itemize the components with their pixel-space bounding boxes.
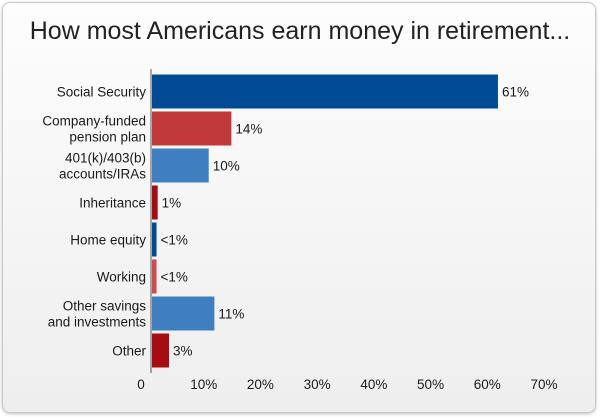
x-tick-label: 60% <box>474 377 501 392</box>
category-label: pension plan <box>69 130 146 145</box>
chart-title: How most Americans earn money in retirem… <box>29 17 571 45</box>
bar <box>152 259 157 294</box>
value-label: 11% <box>218 307 244 322</box>
x-tick-label: 20% <box>247 377 274 392</box>
category-label: Other <box>112 344 146 359</box>
value-label: 1% <box>162 196 182 211</box>
bar <box>152 296 215 331</box>
x-tick-label: 50% <box>417 377 444 392</box>
bar <box>152 74 498 109</box>
bar <box>152 222 157 257</box>
bar <box>152 185 158 220</box>
x-tick-label: 30% <box>304 377 331 392</box>
chart-frame: How most Americans earn money in retirem… <box>2 2 596 413</box>
category-label: accounts/IRAs <box>59 167 146 182</box>
bar <box>152 111 232 146</box>
category-label: and investments <box>48 315 147 330</box>
category-label: Working <box>97 270 146 285</box>
value-label: <1% <box>161 270 188 285</box>
value-label: 10% <box>213 159 240 174</box>
value-label: 61% <box>502 85 529 100</box>
category-label: Social Security <box>57 85 147 100</box>
category-label: Other savings <box>63 299 147 314</box>
value-label: 14% <box>235 122 262 137</box>
bar-chart: 61% Social Security 14% Company-fundedpensi… <box>42 69 558 392</box>
category-label: 401(k)/403(b) <box>65 151 146 166</box>
bar <box>152 333 170 368</box>
category-label: Inheritance <box>79 196 146 211</box>
category-label: Home equity <box>70 233 146 248</box>
x-tick-label: 10% <box>190 377 217 392</box>
bar <box>152 148 209 183</box>
x-tick-label: 40% <box>360 377 387 392</box>
value-label: <1% <box>161 233 188 248</box>
x-tick-label: 0 <box>137 377 145 392</box>
x-tick-label: 70% <box>530 377 557 392</box>
category-label: Company-funded <box>42 114 146 129</box>
value-label: 3% <box>173 344 193 359</box>
